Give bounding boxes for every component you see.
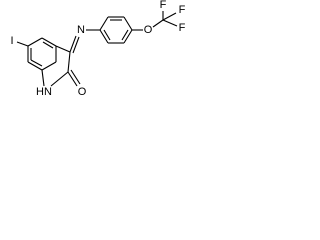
bond — [42, 41, 54, 49]
bond — [152, 19, 164, 28]
atom-label: F — [160, 0, 167, 11]
bond — [103, 29, 111, 41]
atom-label: F — [179, 22, 186, 34]
bond — [162, 12, 177, 21]
bond — [67, 71, 78, 87]
atom-label: HN — [36, 86, 52, 98]
bond — [27, 37, 43, 47]
bond — [72, 36, 80, 54]
bond — [69, 35, 77, 53]
bond — [27, 61, 43, 71]
bond — [162, 19, 178, 27]
bond — [41, 61, 57, 71]
bond — [99, 16, 109, 31]
page: I N O F F F HN O (() => { const data = J… — [0, 0, 191, 109]
bond — [41, 69, 45, 87]
bond — [121, 29, 129, 41]
atom-label: F — [179, 4, 186, 16]
atom-label: O — [144, 24, 153, 36]
atom-label: N — [77, 24, 85, 36]
bonds — [16, 11, 178, 87]
bond — [123, 29, 133, 44]
bond — [99, 29, 109, 44]
bond — [50, 71, 69, 87]
bond — [55, 45, 71, 53]
bond — [16, 41, 29, 47]
atom-label: O — [78, 86, 87, 98]
structure: I N O F F F HN O — [10, 0, 186, 98]
bond — [123, 16, 133, 31]
atom-label: I — [10, 35, 13, 47]
bond — [30, 59, 43, 67]
bond — [67, 51, 71, 73]
bond — [41, 37, 57, 47]
bond — [70, 69, 81, 85]
